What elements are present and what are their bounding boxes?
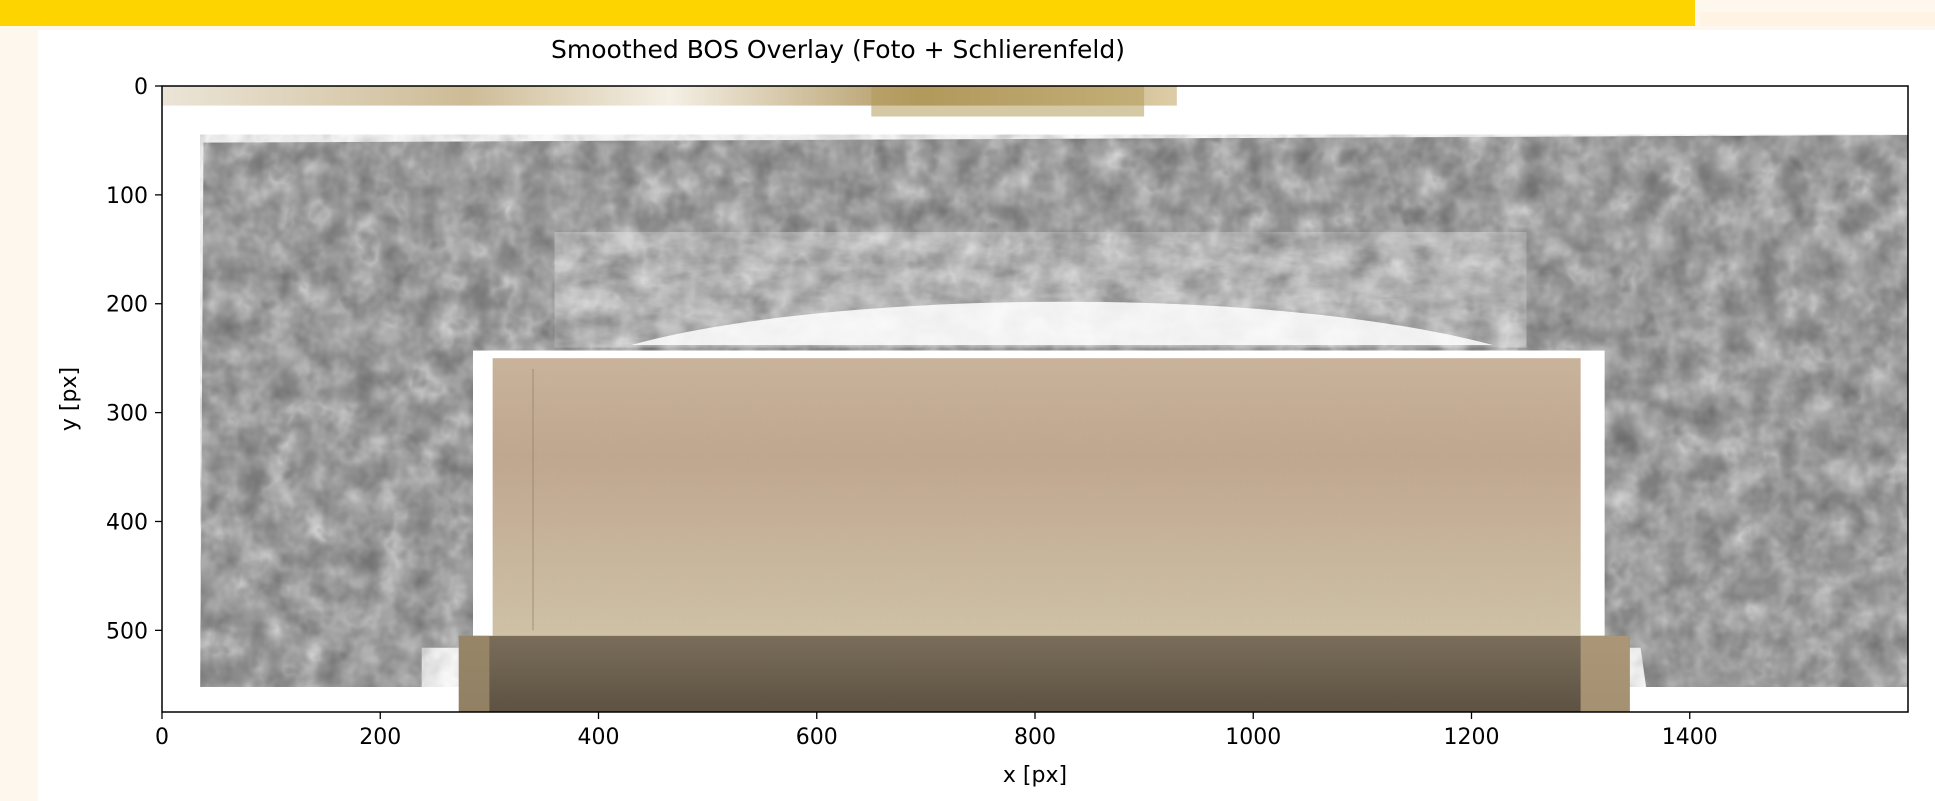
y-tick-label: 500: [106, 619, 148, 644]
y-tick-label: 100: [106, 184, 148, 209]
fixture-shadow: [871, 86, 1145, 117]
y-axis-label: y [px]: [57, 367, 82, 431]
y-tick-label: 400: [106, 510, 148, 535]
chart-title: Smoothed BOS Overlay (Foto + Schlierenfe…: [551, 35, 1125, 64]
x-tick-label: 600: [796, 725, 838, 750]
base-plate-left: [458, 635, 490, 712]
x-axis-label: x [px]: [1003, 763, 1067, 788]
top-banner: [0, 0, 1695, 26]
y-axis: 0 100 200 300 400 500: [106, 75, 162, 644]
y-tick-label: 300: [106, 402, 148, 427]
y-tick-label: 0: [134, 75, 148, 100]
x-tick-label: 1200: [1444, 725, 1500, 750]
top-right-strip: [1700, 12, 1935, 26]
schlieren-hot-zone: [631, 301, 1494, 346]
base-plate: [458, 635, 1630, 712]
x-tick-label: 800: [1014, 725, 1056, 750]
x-tick-label: 400: [578, 725, 620, 750]
x-tick-label: 1400: [1662, 725, 1718, 750]
base-plate-right: [1580, 635, 1630, 712]
schlieren-field-texture: [200, 134, 1908, 687]
y-tick-label: 200: [106, 293, 148, 318]
chart-svg: Smoothed BOS Overlay (Foto + Schlierenfe…: [57, 35, 1909, 788]
bos-overlay-image: [162, 86, 1908, 712]
x-tick-label: 1000: [1225, 725, 1281, 750]
figure: Smoothed BOS Overlay (Foto + Schlierenfe…: [38, 30, 1935, 801]
x-tick-label: 200: [359, 725, 401, 750]
specimen-grain: [492, 358, 1581, 636]
x-tick-label: 0: [155, 725, 169, 750]
x-axis: 0 200 400 600 800 1000 1200 1400: [155, 712, 1718, 750]
